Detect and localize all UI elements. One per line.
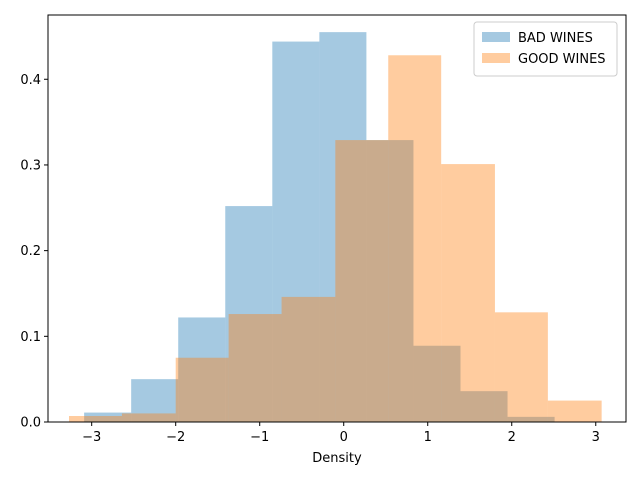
y-tick-label: 0.0: [20, 416, 41, 431]
histogram-bar: [121, 413, 176, 422]
x-tick-label: −3: [82, 430, 101, 445]
x-axis-label: Density: [312, 451, 362, 466]
legend: BAD WINES GOOD WINES: [473, 21, 618, 77]
x-tick-label: −1: [250, 430, 269, 445]
histogram-bar: [84, 412, 132, 422]
y-tick-label: 0.1: [20, 330, 41, 345]
histogram-bar: [388, 55, 442, 423]
x-axis: −3 −2 −1 0 1 2 3: [82, 422, 600, 445]
y-tick-label: 0.4: [20, 73, 41, 88]
x-tick-label: −2: [166, 430, 185, 445]
histogram-bar: [319, 32, 367, 422]
histogram-bar: [494, 312, 548, 422]
histogram-bar: [69, 416, 122, 422]
histogram-bar: [281, 296, 336, 422]
x-tick-label: 2: [508, 430, 516, 445]
histogram-bar: [413, 345, 461, 422]
x-tick-label: 0: [340, 430, 348, 445]
histogram-bar: [547, 400, 602, 422]
series-good-wines: [69, 55, 602, 423]
legend-swatch: [482, 32, 510, 42]
legend-label: GOOD WINES: [518, 52, 606, 67]
x-tick-label: 1: [424, 430, 432, 445]
histogram-bar: [228, 314, 282, 422]
histogram-bar: [507, 416, 555, 422]
histogram-bar: [175, 357, 229, 422]
legend-box: [473, 21, 618, 77]
histogram-bar: [225, 206, 273, 422]
histogram-bar: [441, 164, 495, 423]
histogram-bar: [366, 140, 414, 423]
histogram-bar: [131, 379, 179, 422]
histogram-bar: [460, 391, 508, 422]
x-tick-label: 3: [592, 430, 600, 445]
histogram-bar: [335, 140, 389, 423]
legend-swatch: [482, 53, 510, 63]
histogram-bar: [272, 41, 320, 423]
axes-frame: [47, 14, 627, 423]
y-tick-label: 0.2: [20, 244, 41, 259]
y-tick-label: 0.3: [20, 158, 41, 173]
plot-area: [69, 32, 602, 423]
series-bad-wines: [84, 32, 555, 423]
y-axis: 0.0 0.1 0.2 0.3 0.4: [20, 73, 48, 431]
legend-label: BAD WINES: [518, 31, 593, 46]
histogram-bar: [178, 317, 226, 422]
